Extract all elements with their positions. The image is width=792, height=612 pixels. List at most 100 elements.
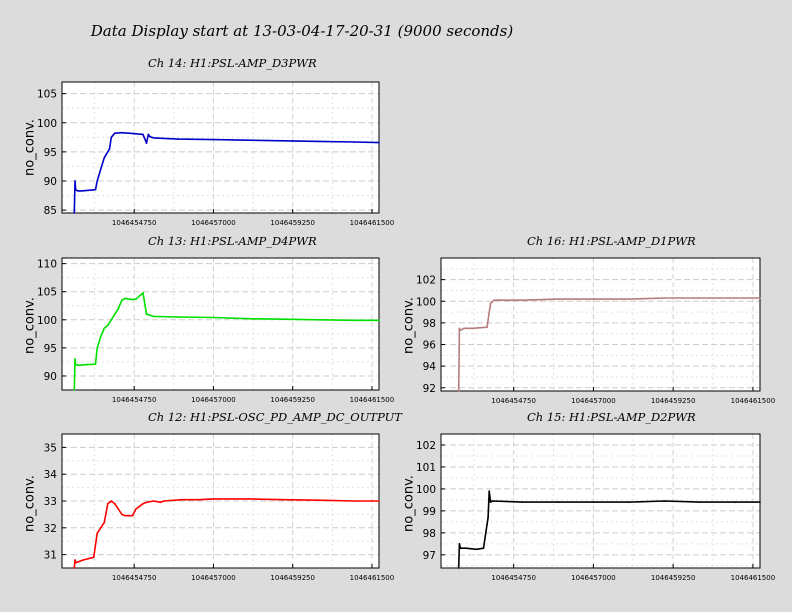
x-tick-label: 1046457000 [191,574,236,582]
plot-frame [440,433,761,569]
data-point [759,297,761,299]
data-point [110,500,113,502]
data-point [459,329,461,332]
data-point [145,142,148,144]
x-tick-label: 1046457000 [571,574,616,582]
x-tick-label: 1046459250 [270,219,315,227]
data-point [117,307,120,310]
data-point [103,327,106,330]
data-point [457,567,460,569]
data-point [94,188,97,191]
chart-figure-title: Data Display start at 13-03-04-17-20-31 … [90,22,514,40]
data-point [142,292,144,294]
data-point [75,561,77,564]
data-point [628,501,630,503]
data-point [142,133,144,136]
data-point [74,358,76,360]
data-point [496,299,499,301]
data-point [247,498,250,500]
data-point [592,298,595,300]
x-tick-label: 1046461500 [731,397,776,405]
data-point [378,319,380,322]
y-tick-label: 97 [423,550,436,562]
data-point [488,313,490,316]
x-tick-label: 1046454750 [112,574,157,582]
data-point [149,135,151,138]
data-point [96,532,99,534]
data-point [114,132,116,135]
data-point [128,132,130,135]
data-point [131,514,134,517]
data-point [103,156,106,159]
plot-frame [61,257,380,391]
data-point [472,327,474,330]
y-tick-label: 92 [423,383,436,395]
panel-title-ch12: Ch 12: H1:PSL-OSC_PD_AMP_DC_OUTPUT [148,410,402,424]
data-point [212,316,215,319]
x-tick-label: 1046459250 [270,574,315,582]
data-point [92,556,95,559]
data-point [73,389,76,391]
data-point [247,139,250,142]
data-point [177,316,180,318]
data-point [96,347,99,349]
data-point [135,508,137,510]
data-point [198,498,201,501]
x-tick-label: 1046459250 [651,574,696,582]
data-point [114,313,116,315]
data-point [105,153,107,156]
data-point [458,327,461,330]
data-point [128,298,130,300]
data-point [378,141,380,144]
data-point [73,212,76,214]
data-point [247,317,250,320]
series-line [73,291,379,391]
data-point [78,364,81,367]
data-point [489,501,492,503]
data-point [145,501,148,504]
data-point [489,302,492,305]
data-point [628,298,630,300]
data-point [74,188,77,191]
y-tick-label: 100 [416,296,436,308]
y-tick-label: 105 [37,287,57,299]
data-point [465,547,467,550]
data-point [521,501,524,503]
data-point [152,315,155,318]
data-point [283,318,285,321]
y-tick-label: 101 [416,462,436,474]
y-tick-label: 34 [44,469,58,481]
data-point [378,500,380,502]
data-point [152,137,155,139]
data-point [283,498,285,501]
data-point [557,298,559,300]
plot-area [441,258,760,391]
plot-frame [440,257,761,392]
y-tick-label: 90 [44,371,57,383]
x-tick-label: 1046457000 [191,219,236,227]
data-point [110,136,113,139]
data-point [74,180,76,182]
data-point [96,180,99,182]
data-point [734,501,736,503]
data-point [87,189,90,192]
data-point [318,318,320,321]
data-point [734,297,736,299]
data-point [159,501,162,504]
data-point [74,559,76,561]
data-point [488,490,491,492]
data-point [353,319,356,322]
data-point [459,547,462,550]
data-point [463,327,465,330]
y-tick-label: 100 [37,315,57,327]
data-point [486,326,488,329]
data-point [147,133,150,136]
x-tick-label: 1046454750 [112,396,157,404]
x-tick-label: 1046459250 [651,397,696,405]
data-point [110,318,113,321]
data-point [458,543,461,545]
y-tick-label: 105 [37,89,57,101]
